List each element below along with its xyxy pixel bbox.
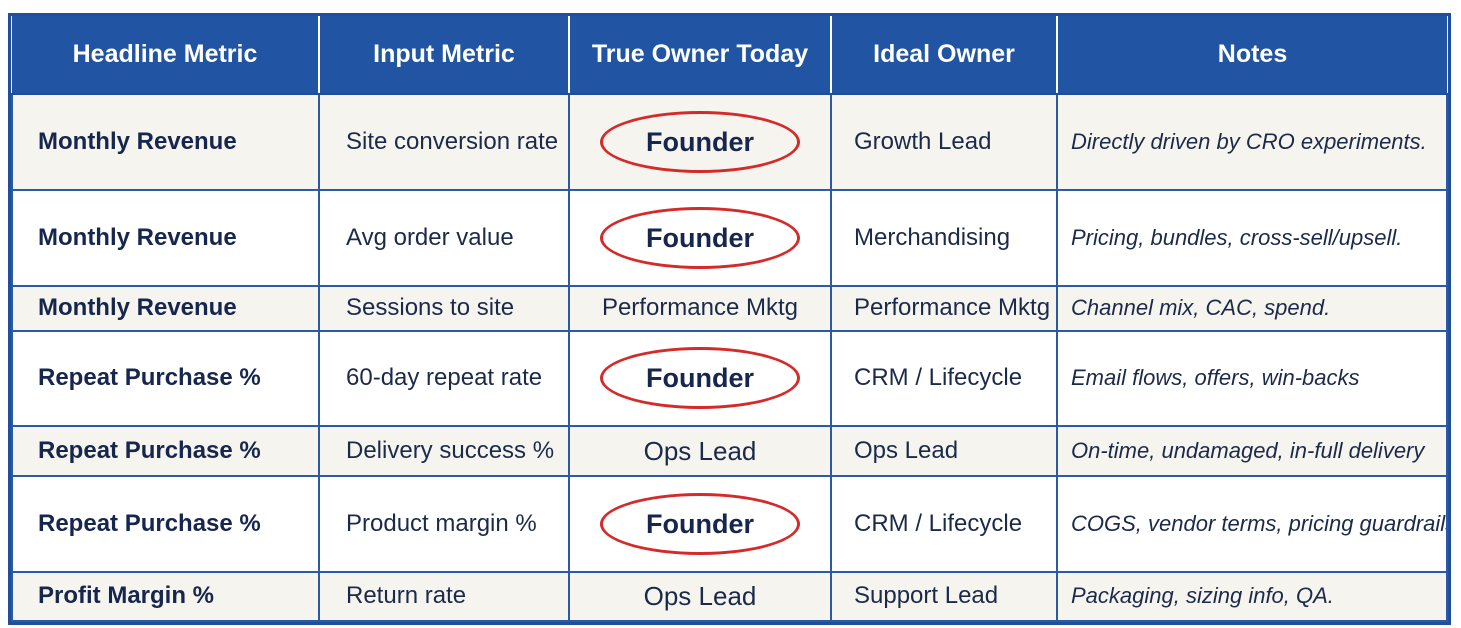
ideal-owner-cell: CRM / Lifecycle — [830, 329, 1058, 428]
table-row: Profit Margin % Return rate Ops Lead Sup… — [11, 570, 1448, 623]
ideal-owner-cell: Ops Lead — [830, 425, 1058, 477]
headline-metric-cell: Repeat Purchase % — [11, 474, 320, 573]
header-headline-metric: Headline Metric — [12, 16, 320, 95]
input-metric-cell: Return rate — [318, 570, 570, 623]
ideal-owner-cell: Support Lead — [830, 570, 1058, 623]
true-owner-cell: Founder — [568, 188, 832, 287]
headline-metric-cell: Monthly Revenue — [11, 284, 320, 332]
metrics-ownership-table: Headline Metric Input Metric True Owner … — [11, 16, 1448, 623]
true-owner-cell: Ops Lead — [568, 425, 832, 477]
header-true-owner-today: True Owner Today — [568, 16, 832, 95]
ideal-owner-cell: Growth Lead — [830, 93, 1058, 191]
table-row: Monthly Revenue Sessions to site Perform… — [11, 284, 1448, 332]
headline-metric-cell: Repeat Purchase % — [11, 329, 320, 428]
notes-cell: Packaging, sizing info, QA. — [1056, 570, 1448, 623]
owner-highlight-circle: Founder — [600, 206, 800, 269]
owner-text: Ops Lead — [643, 580, 757, 611]
ideal-owner-cell: Performance Mktg — [830, 284, 1058, 332]
owner-highlight-circle: Founder — [600, 347, 800, 410]
input-metric-cell: 60-day repeat rate — [318, 329, 570, 428]
input-metric-cell: Site conversion rate — [318, 93, 570, 191]
input-metric-cell: Avg order value — [318, 188, 570, 287]
metrics-table-frame: Headline Metric Input Metric True Owner … — [8, 13, 1451, 625]
owner-highlight-circle: Founder — [600, 492, 800, 555]
table-row: Repeat Purchase % Delivery success % Ops… — [11, 425, 1448, 477]
header-notes: Notes — [1056, 16, 1447, 95]
owner-highlight-circle: Founder — [600, 110, 800, 173]
notes-cell: Email flows, offers, win-backs — [1056, 329, 1448, 428]
table-row: Repeat Purchase % 60-day repeat rate Fou… — [11, 329, 1448, 428]
header-input-metric: Input Metric — [318, 16, 570, 95]
notes-cell: Channel mix, CAC, spend. — [1056, 284, 1448, 332]
input-metric-cell: Product margin % — [318, 474, 570, 573]
true-owner-cell: Ops Lead — [568, 570, 832, 623]
headline-metric-cell: Repeat Purchase % — [11, 425, 320, 477]
table-row: Monthly Revenue Site conversion rate Fou… — [11, 93, 1448, 191]
true-owner-cell: Founder — [568, 93, 832, 191]
input-metric-cell: Delivery success % — [318, 425, 570, 477]
input-metric-cell: Sessions to site — [318, 284, 570, 332]
headline-metric-cell: Profit Margin % — [11, 570, 320, 623]
notes-cell: Pricing, bundles, cross-sell/upsell. — [1056, 188, 1448, 287]
table-header-row: Headline Metric Input Metric True Owner … — [12, 16, 1447, 95]
table-row: Repeat Purchase % Product margin % Found… — [11, 474, 1448, 573]
notes-cell: On-time, undamaged, in-full delivery — [1056, 425, 1448, 477]
ideal-owner-cell: Merchandising — [830, 188, 1058, 287]
owner-text: Performance Mktg — [601, 294, 799, 322]
notes-cell: Directly driven by CRO experiments. — [1056, 93, 1448, 191]
true-owner-cell: Founder — [568, 329, 832, 428]
table-row: Monthly Revenue Avg order value Founder … — [11, 188, 1448, 287]
owner-text: Ops Lead — [643, 435, 757, 466]
headline-metric-cell: Monthly Revenue — [11, 93, 320, 191]
headline-metric-cell: Monthly Revenue — [11, 188, 320, 287]
ideal-owner-cell: CRM / Lifecycle — [830, 474, 1058, 573]
notes-cell: COGS, vendor terms, pricing guardrails — [1056, 474, 1448, 573]
header-ideal-owner: Ideal Owner — [830, 16, 1058, 95]
true-owner-cell: Performance Mktg — [568, 284, 832, 332]
true-owner-cell: Founder — [568, 474, 832, 573]
